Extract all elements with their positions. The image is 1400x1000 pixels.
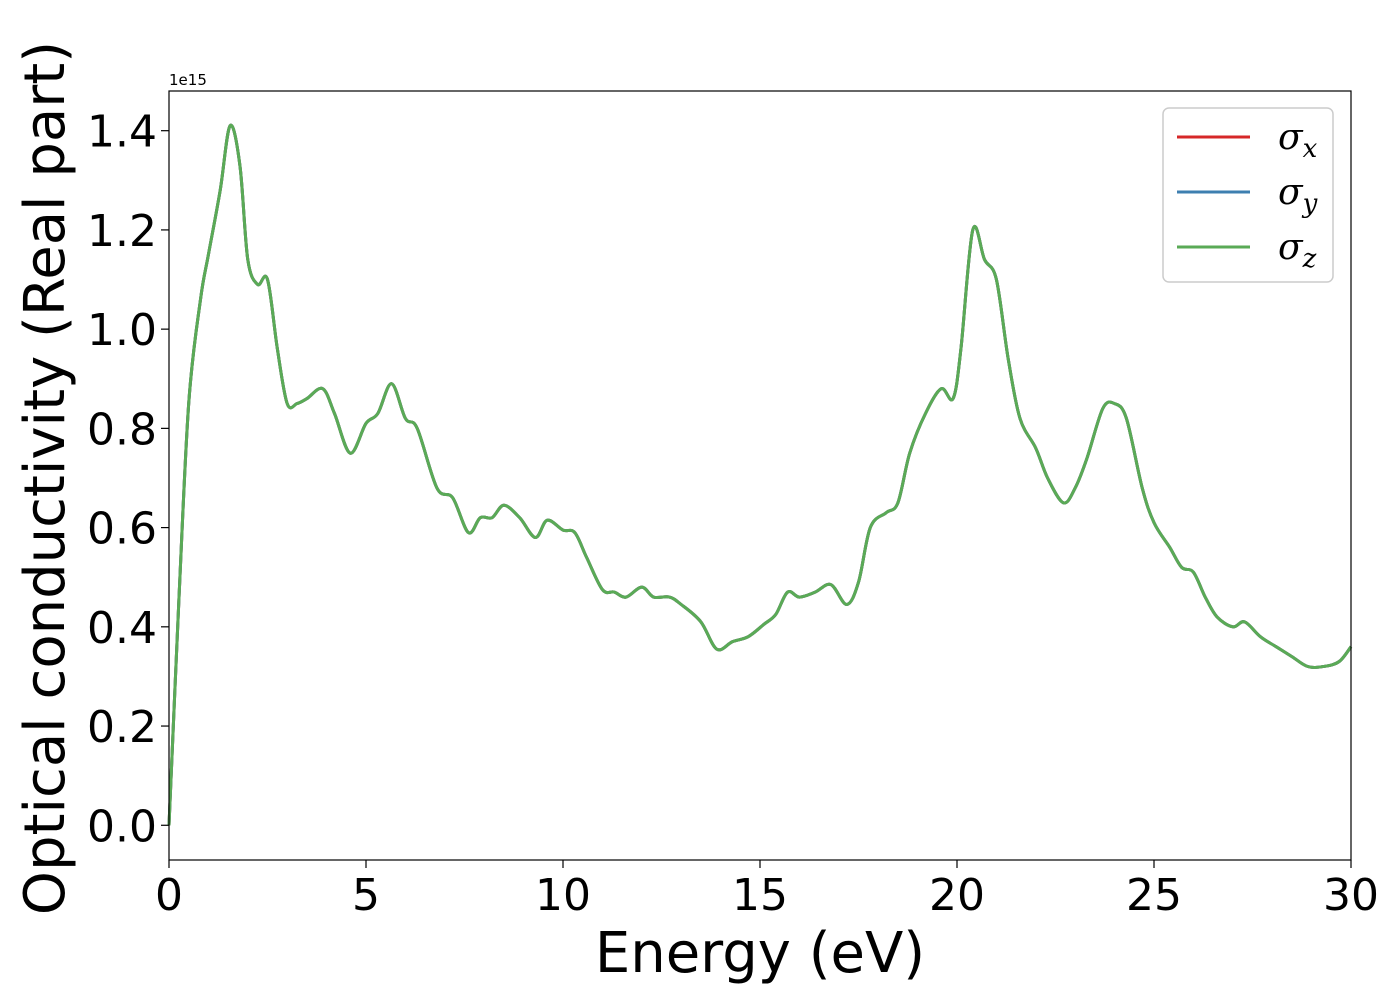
plot-background [169, 91, 1351, 860]
x-tick-label: 15 [732, 870, 788, 921]
y-tick-label: 0.6 [87, 504, 157, 555]
y-axis-label: Optical conductivity (Real part) [13, 41, 78, 915]
legend-label-z: σz [1278, 227, 1317, 274]
x-axis-label: Energy (eV) [595, 921, 925, 986]
y-tick-label: 0.0 [87, 801, 157, 852]
legend-label-x: σx [1278, 117, 1318, 164]
legend: σx σy σz [1162, 107, 1334, 283]
y-tick-label: 1.2 [87, 206, 157, 257]
legend-frame [1162, 107, 1334, 283]
y-tick-label: 0.8 [87, 404, 157, 455]
x-tick-label: 25 [1126, 870, 1182, 921]
series-line-z [167, 123, 1353, 826]
x-tick-label: 30 [1323, 870, 1379, 921]
x-tick-label: 0 [155, 870, 183, 921]
x-tick-label: 5 [352, 870, 380, 921]
x-axis-ticks: 0 5 10 15 20 25 30 [155, 860, 1379, 921]
y-tick-label: 1.0 [87, 305, 157, 356]
y-tick-label: 1.4 [87, 107, 157, 158]
y-offset-label: 1e15 [169, 71, 207, 89]
y-tick-label: 0.2 [87, 702, 157, 753]
legend-label-y: σy [1278, 172, 1318, 219]
x-tick-label: 10 [535, 870, 591, 921]
y-tick-label: 0.4 [87, 603, 157, 654]
series-layer [167, 123, 1353, 826]
y-axis-ticks: 0.0 0.2 0.4 0.6 0.8 1.0 1.2 1.4 [87, 107, 169, 852]
x-tick-label: 20 [929, 870, 985, 921]
